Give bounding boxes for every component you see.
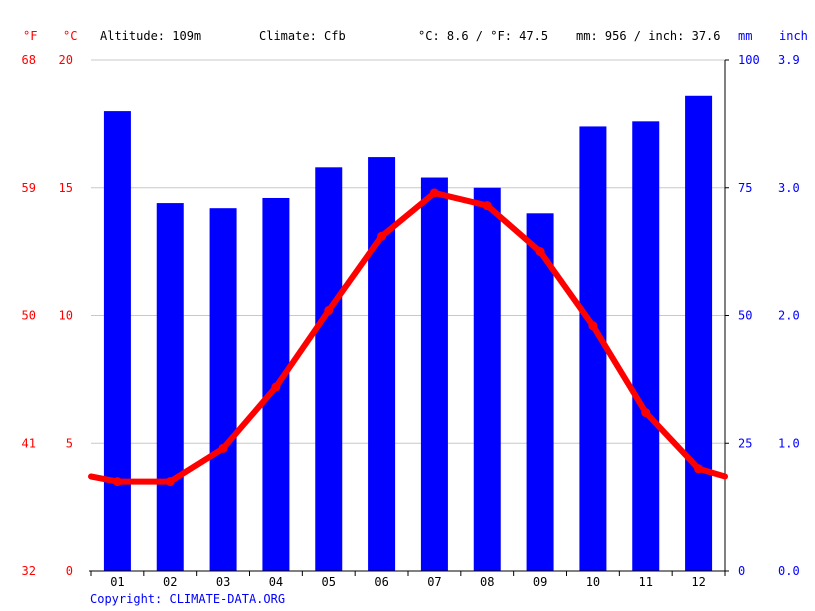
- temperature-point: [271, 382, 281, 392]
- precipitation-bar: [632, 121, 660, 571]
- fahrenheit-tick-label: 50: [22, 309, 36, 323]
- celsius-tick-label: 10: [59, 309, 73, 323]
- month-tick-label: 08: [480, 575, 494, 589]
- precipitation-bar: [420, 177, 448, 571]
- temperature-point: [694, 464, 704, 474]
- fahrenheit-tick-label: 59: [22, 181, 36, 195]
- precipitation-bar: [368, 157, 396, 571]
- month-tick-label: 11: [639, 575, 653, 589]
- temperature-point: [429, 188, 439, 198]
- temperature-point: [377, 231, 387, 241]
- copyright-label: Copyright: CLIMATE-DATA.ORG: [90, 592, 285, 606]
- inch-tick-label: 3.9: [778, 53, 800, 67]
- inch-tick-label: 0.0: [778, 564, 800, 578]
- month-tick-label: 07: [427, 575, 441, 589]
- celsius-tick-label: 0: [66, 564, 73, 578]
- celsius-tick-label: 20: [59, 53, 73, 67]
- temperature-point: [535, 247, 545, 257]
- month-tick-label: 06: [374, 575, 388, 589]
- month-tick-label: 04: [269, 575, 283, 589]
- temperature-point: [218, 443, 228, 453]
- inch-tick-label: 1.0: [778, 436, 800, 450]
- mm-tick-label: 25: [738, 436, 752, 450]
- temperature-point: [112, 477, 122, 487]
- fahrenheit-tick-label: 68: [22, 53, 36, 67]
- mm-unit-label: mm: [738, 29, 752, 43]
- month-tick-label: 12: [691, 575, 705, 589]
- inch-tick-label: 2.0: [778, 309, 800, 323]
- mm-tick-label: 100: [738, 53, 760, 67]
- climate-label: Climate: Cfb: [259, 29, 346, 43]
- month-tick-label: 10: [586, 575, 600, 589]
- inch-tick-label: 3.0: [778, 181, 800, 195]
- inch-unit-label: inch: [779, 29, 808, 43]
- fahrenheit-tick-label: 41: [22, 436, 36, 450]
- month-tick-label: 05: [322, 575, 336, 589]
- grid-lines: [91, 59, 725, 444]
- precipitation-bar: [209, 208, 237, 571]
- precipitation-bar: [473, 187, 501, 571]
- temperature-point: [588, 321, 598, 331]
- mm-tick-label: 0: [738, 564, 745, 578]
- precipitation-bar: [156, 203, 184, 571]
- precipitation-bar: [685, 95, 713, 572]
- celsius-unit-label: °C: [63, 29, 77, 43]
- precipitation-bar: [579, 126, 607, 572]
- fahrenheit-unit-label: °F: [23, 29, 37, 43]
- tick-labels: 32 0 0 0.041 5 25 1.050 10 50 2.059 15 75 3.068 20 100…: [22, 53, 800, 589]
- temperature-point: [482, 201, 492, 211]
- precipitation-total-label: mm: 956 / inch: 37.6: [576, 29, 721, 43]
- temperature-average-label: °C: 8.6 / °F: 47.5: [418, 29, 548, 43]
- precipitation-bars: [103, 95, 713, 572]
- celsius-tick-label: 15: [59, 181, 73, 195]
- month-tick-label: 02: [163, 575, 177, 589]
- month-tick-label: 03: [216, 575, 230, 589]
- temperature-series-line: [88, 189, 728, 485]
- mm-tick-label: 75: [738, 181, 752, 195]
- temperature-point: [165, 477, 175, 487]
- month-tick-label: 01: [110, 575, 124, 589]
- altitude-label: Altitude: 109m: [100, 29, 201, 43]
- precipitation-bar: [526, 213, 554, 572]
- temperature-line: [88, 188, 728, 487]
- month-tick-label: 09: [533, 575, 547, 589]
- temperature-point: [324, 305, 334, 315]
- temperature-point: [641, 408, 651, 418]
- precipitation-bar: [103, 111, 131, 571]
- axes: [89, 59, 729, 576]
- precipitation-bar: [315, 167, 343, 571]
- mm-tick-label: 50: [738, 309, 752, 323]
- fahrenheit-tick-label: 32: [22, 564, 36, 578]
- celsius-tick-label: 5: [66, 436, 73, 450]
